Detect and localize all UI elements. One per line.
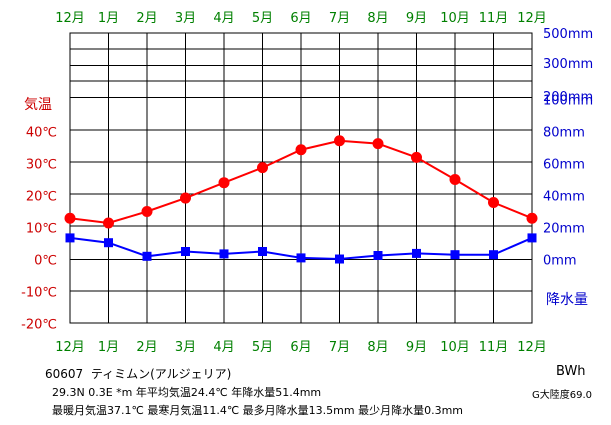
temperature-point [218,177,230,189]
temperature-point [526,212,538,224]
month-label-top: 5月 [252,11,273,26]
precipitation-point [142,251,152,261]
extremes-summary: 最暖月気温37.1℃ 最寒月気温11.4℃ 最多月降水量13.5mm 最少月降水… [52,404,464,417]
precipitation-tick-label: 0mm [543,254,577,269]
precipitation-point [181,247,190,256]
month-label-bottom: 9月 [406,340,427,355]
month-label-top: 11月 [479,11,509,26]
temperature-point [334,135,345,147]
station-id: 60607 [45,367,84,381]
temperature-series [64,135,538,229]
temperature-point [180,192,191,204]
temperature-tick-label: -20℃ [21,318,57,333]
precipitation-series [65,233,537,264]
precipitation-point [258,247,267,256]
temperature-tick-labels: 40℃ 30℃ 20℃ 10℃ 0℃ -10℃ -20℃ [21,126,57,333]
temperature-tick-label: 30℃ [26,158,57,173]
month-label-top: 8月 [367,11,388,26]
month-label-top: 9月 [406,11,427,26]
temperature-point [103,217,114,229]
month-label-bottom: 11月 [479,340,509,355]
precipitation-tick-label: 80mm [543,126,585,141]
temperature-tick-label: 40℃ [26,126,57,141]
precipitation-tick-label: 200mm [543,90,593,105]
precipitation-point [527,233,537,243]
month-label-bottom: 4月 [213,340,234,355]
month-label-top: 1月 [98,11,119,26]
precipitation-axis-title: 降水量 [546,292,588,308]
temperature-point [449,174,461,185]
temperature-tick-label: 0℃ [34,254,57,269]
precipitation-tick-label: 40mm [543,190,585,205]
temperature-point [372,138,384,150]
month-label-bottom: 10月 [440,340,470,355]
temperature-tick-label: 10℃ [26,222,57,237]
station-label: 60607 ティミムン(アルジェリア) [45,365,231,382]
month-label-bottom: 1月 [98,340,119,355]
month-label-bottom: 6月 [290,340,311,355]
precipitation-point [219,249,229,259]
precipitation-tick-label: 100mm [543,94,593,109]
precipitation-point [450,250,460,260]
temperature-point [64,212,76,224]
precipitation-point [296,253,306,263]
precipitation-point [373,251,383,260]
month-label-bottom: 3月 [175,340,196,355]
month-label-top: 7月 [329,11,350,26]
month-label-top: 12月 [517,11,547,26]
precipitation-tick-label: 300mm [543,57,593,72]
continentality-index: G大陸度69.0 [532,390,593,401]
station-name: ティミムン(アルジェリア) [90,367,232,381]
month-label-top: 10月 [440,11,470,26]
temperature-point [295,144,307,156]
temperature-point [141,206,153,217]
precipitation-tick-label: 60mm [543,158,585,173]
top-month-labels: 12月 1月 2月 3月 4月 5月 6月 7月 8月 9月 10月 11月 12月 [55,11,547,26]
temperature-point [488,197,499,209]
month-label-top: 12月 [55,11,85,26]
temperature-tick-label: -10℃ [21,286,57,301]
temperature-point [257,162,268,174]
month-label-bottom: 7月 [329,340,350,355]
temperature-axis-title: 気温 [24,97,52,113]
month-label-bottom: 5月 [252,340,273,355]
month-label-bottom: 12月 [517,340,547,355]
temperature-point [411,151,422,163]
month-label-top: 3月 [175,11,196,26]
precipitation-point [65,233,75,243]
month-label-bottom: 12月 [55,340,85,355]
precipitation-point [104,238,113,248]
precipitation-tick-label: 500mm [543,27,593,42]
month-label-bottom: 2月 [136,340,157,355]
precipitation-tick-label: 20mm [543,222,585,237]
climate-classification: BWh [556,364,586,379]
coords-summary: 29.3N 0.3E *m 年平均気温24.4℃ 年降水量51.4mm [52,386,322,399]
month-label-bottom: 8月 [367,340,388,355]
precipitation-point [489,250,498,260]
month-label-top: 2月 [136,11,157,26]
precipitation-point [335,254,344,264]
month-label-top: 4月 [213,11,234,26]
month-label-top: 6月 [290,11,311,26]
temperature-tick-label: 20℃ [26,190,57,205]
precipitation-point [412,248,421,258]
bottom-month-labels: 12月 1月 2月 3月 4月 5月 6月 7月 8月 9月 10月 11月 12月 [55,340,547,355]
